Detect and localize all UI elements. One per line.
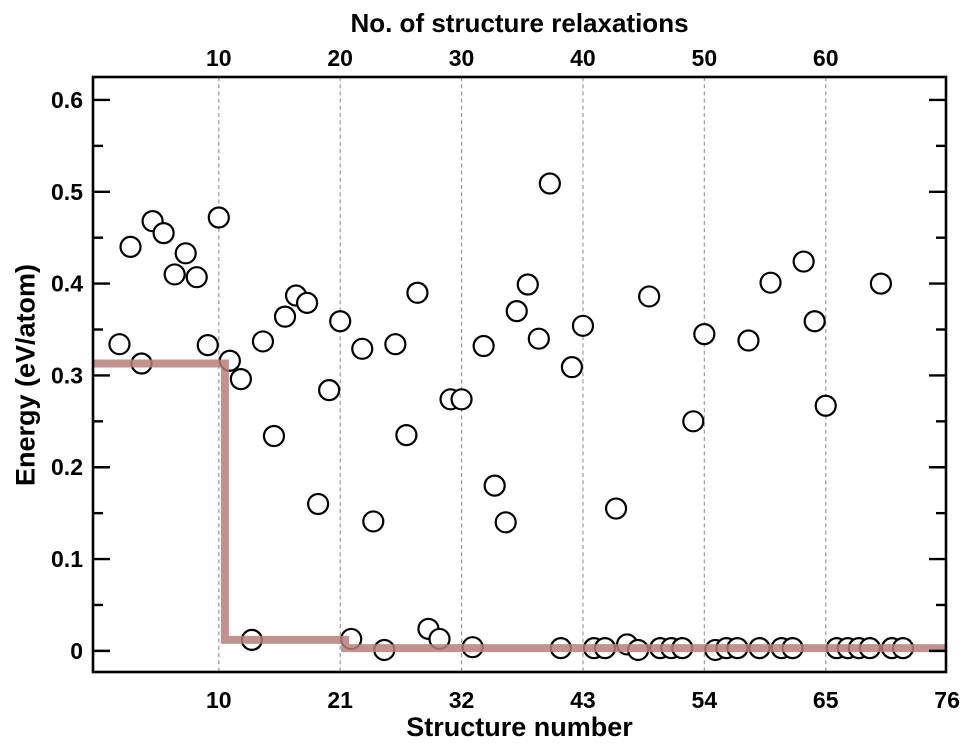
top-tick-label: 30 [449,45,475,71]
bottom-tick-label: 10 [206,687,232,713]
data-point [516,273,539,296]
data-point [869,272,892,295]
x-axis-title: Structure number [406,712,633,742]
data-point [307,492,330,516]
data-point [207,206,230,229]
y-tick-label: 0.6 [51,87,83,113]
bottom-tick-label: 65 [813,687,839,713]
data-point [362,510,385,533]
top-tick-label: 10 [206,45,232,71]
data-point [384,333,407,356]
data-point [792,250,815,273]
data-point [196,334,219,357]
data-point [682,410,705,433]
data-point [273,305,297,328]
data-point [505,300,528,323]
bottom-tick-label: 32 [449,687,475,713]
data-point [185,266,208,289]
y-tick-label: 0.5 [51,179,83,205]
bottom-tick-label: 54 [692,687,718,713]
data-point [406,281,429,304]
data-point [560,356,584,379]
data-point [163,263,186,286]
best-energy-step-line [93,359,946,653]
data-point [494,511,517,534]
data-point [295,291,319,314]
data-point [538,172,561,195]
data-point [318,379,341,402]
y-tick-label: 0.2 [51,454,83,480]
bottom-tick-label: 43 [570,687,596,713]
bottom-tick-label: 76 [934,687,960,713]
data-point [814,394,837,417]
data-point [604,497,628,520]
data-point [483,474,506,497]
data-point [108,333,131,356]
top-tick-label: 20 [327,45,353,71]
data-point [119,235,142,258]
data-point [759,271,782,294]
data-point [803,310,826,333]
data-point [472,334,495,358]
data-point [251,330,275,353]
data-point [351,337,374,360]
data-point [571,314,595,337]
data-point [395,424,418,447]
top-tick-label: 60 [813,45,839,71]
data-point [693,322,716,346]
data-point [737,329,760,352]
data-point [329,310,352,333]
data-point [262,424,286,448]
data-point [450,388,473,411]
data-point [527,327,550,350]
top-tick-label: 40 [570,45,596,71]
y-tick-label: 0.4 [51,271,83,297]
data-point [638,285,661,308]
y-tick-label: 0.3 [51,362,83,388]
bottom-tick-label: 21 [327,687,353,713]
data-point [229,367,252,391]
top-tick-label: 50 [692,45,718,71]
data-point [174,242,197,265]
y-tick-label: 0.1 [51,546,83,572]
data-point [152,221,175,245]
y-tick-label: 0 [70,638,83,664]
top-axis-title: No. of structure relaxations [350,8,689,38]
